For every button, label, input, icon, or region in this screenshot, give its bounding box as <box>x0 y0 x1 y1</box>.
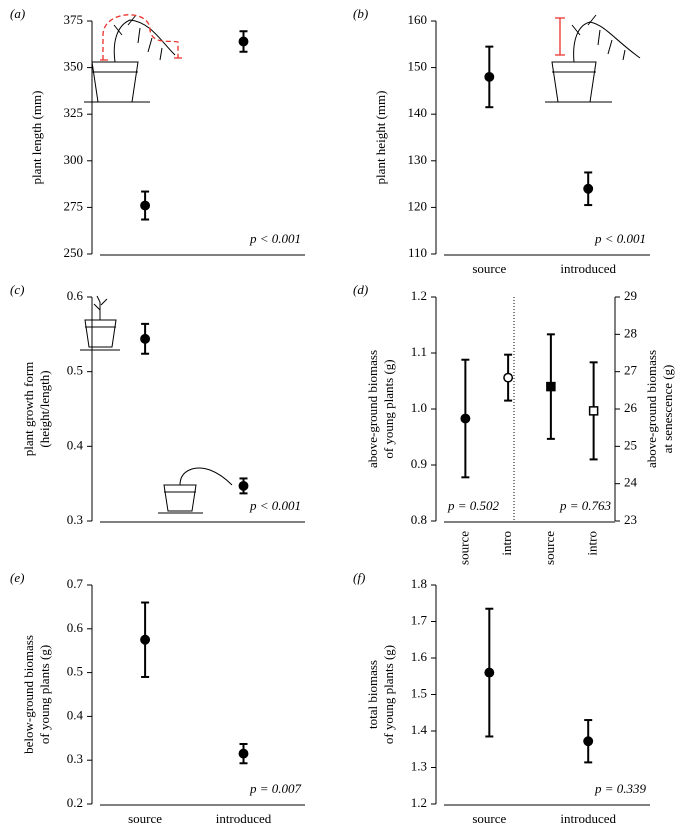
point <box>460 413 471 424</box>
y-tick-label: 0.7 <box>67 576 84 591</box>
y-tick-label: 0.3 <box>67 751 83 766</box>
y-tick-label: 0.3 <box>67 512 83 527</box>
y-tick-label: 150 <box>408 59 428 74</box>
plant-icon-a <box>84 14 182 103</box>
y-tick-label: 0.4 <box>67 707 84 722</box>
point <box>484 71 495 82</box>
x-tick-label: introduced <box>560 261 616 276</box>
x-tick-label: source <box>472 811 506 826</box>
x-tick-label: source <box>456 531 471 565</box>
y-axis-label: below-ground biomass <box>21 635 36 754</box>
y-tick-label: 300 <box>64 152 84 167</box>
y-tick-label: 0.6 <box>67 620 84 635</box>
y-axis-label: total biomass <box>365 660 380 729</box>
y2-tick-label: 25 <box>624 437 637 452</box>
x-tick-label: source <box>128 811 162 826</box>
panel-label: (b) <box>353 6 368 21</box>
point <box>238 480 249 491</box>
y-tick-label: 1.7 <box>411 612 428 627</box>
y-tick-label: 0.2 <box>67 795 83 810</box>
y-axis-label: of young plants (g) <box>381 359 396 458</box>
p-value: p = 0.339 <box>594 781 647 796</box>
y-axis-label: plant length (mm) <box>29 91 44 185</box>
point <box>546 381 556 392</box>
point <box>238 36 249 47</box>
p-value: p < 0.001 <box>249 231 301 246</box>
y2-tick-label: 28 <box>624 325 637 340</box>
y2-tick-label: 29 <box>624 288 637 303</box>
p-value: p = 0.502 <box>447 498 500 513</box>
y2-tick-label: 24 <box>624 475 638 490</box>
p-value: p = 0.007 <box>249 781 302 796</box>
y-tick-label: 1.2 <box>411 288 427 303</box>
point <box>140 634 151 645</box>
y-tick-label: 140 <box>408 105 428 120</box>
plant-icon-b <box>545 14 641 103</box>
y-tick-label: 160 <box>408 12 428 27</box>
x-tick-label: introduced <box>560 811 616 826</box>
y-tick-label: 0.8 <box>411 512 427 527</box>
panel-label: (a) <box>10 6 25 21</box>
y-tick-label: 1.6 <box>411 649 428 664</box>
y-axis-label: plant growth form <box>21 362 36 457</box>
y-tick-label: 1.0 <box>411 400 427 415</box>
y-axis-label: above-ground biomass <box>365 350 380 468</box>
x-tick-label: intro <box>585 531 600 556</box>
y-tick-label: 1.8 <box>411 576 427 591</box>
y-axis-label: plant height (mm) <box>373 91 388 185</box>
point <box>588 406 599 416</box>
x-tick-label: source <box>472 261 506 276</box>
p-value: p = 0.763 <box>559 498 612 513</box>
y-tick-label: 1.3 <box>411 758 427 773</box>
y2-tick-label: 23 <box>624 512 637 527</box>
y-tick-label: 110 <box>408 245 427 260</box>
panel-label: (c) <box>10 282 24 297</box>
y2-axis-label: above-ground biomass <box>644 350 659 468</box>
p-value: p < 0.001 <box>249 498 301 513</box>
y-tick-label: 1.2 <box>411 795 427 810</box>
y-tick-label: 350 <box>64 59 84 74</box>
x-tick-label: intro <box>499 531 514 556</box>
y-tick-label: 120 <box>408 198 428 213</box>
y-tick-label: 0.5 <box>67 664 83 679</box>
y2-tick-label: 27 <box>624 363 638 378</box>
y-tick-label: 1.1 <box>411 344 427 359</box>
y2-axis-label: at senescence (g) <box>660 365 675 454</box>
point <box>484 667 495 678</box>
y-tick-label: 275 <box>64 198 84 213</box>
point <box>583 736 594 747</box>
y-axis-label: of young plants (g) <box>37 645 52 744</box>
point <box>140 333 151 344</box>
panel-label: (e) <box>10 570 24 585</box>
p-value: p < 0.001 <box>594 231 646 246</box>
panel-label: (f) <box>353 570 365 585</box>
point <box>503 372 514 383</box>
x-tick-label: source <box>542 531 557 565</box>
point <box>140 200 151 211</box>
y-tick-label: 130 <box>408 152 428 167</box>
y-tick-label: 0.9 <box>411 456 427 471</box>
y-tick-label: 0.4 <box>67 437 84 452</box>
panel-label: (d) <box>353 282 368 297</box>
y-axis-label: (height/length) <box>37 370 52 447</box>
y-axis-label: of young plants (g) <box>381 645 396 744</box>
y2-tick-label: 26 <box>624 400 638 415</box>
y-tick-label: 0.5 <box>67 363 83 378</box>
point <box>238 748 249 759</box>
plant-icon-c <box>80 295 233 514</box>
y-tick-label: 0.6 <box>67 288 84 303</box>
point <box>583 183 594 194</box>
y-tick-label: 250 <box>64 245 84 260</box>
y-tick-label: 325 <box>64 105 84 120</box>
x-tick-label: introduced <box>216 811 272 826</box>
y-tick-label: 1.4 <box>411 722 428 737</box>
y-tick-label: 375 <box>64 12 84 27</box>
y-tick-label: 1.5 <box>411 685 427 700</box>
